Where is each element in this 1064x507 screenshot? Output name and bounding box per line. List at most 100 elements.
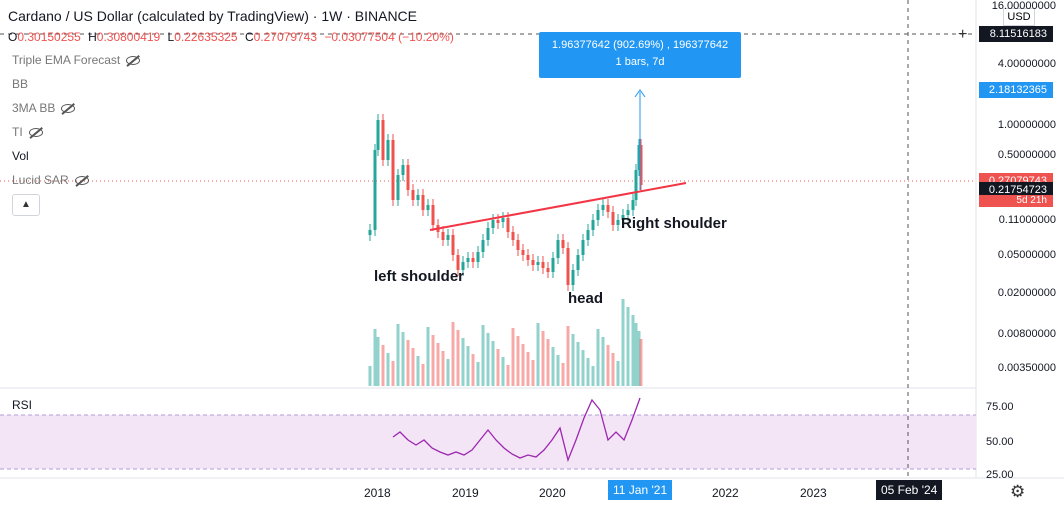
countdown-tag: 5d 21h xyxy=(979,195,1053,207)
candle-body xyxy=(526,255,530,260)
candle-body xyxy=(606,205,610,212)
candle-body xyxy=(626,210,630,215)
annotation-head[interactable]: head xyxy=(568,290,604,307)
volume-bar xyxy=(591,366,595,386)
neckline-trendline[interactable] xyxy=(429,182,687,231)
volume-bar xyxy=(611,353,615,386)
volume-bar xyxy=(446,359,450,386)
candle-body xyxy=(616,220,620,225)
candle-body xyxy=(634,170,638,200)
candle-body xyxy=(551,258,555,272)
candle-body xyxy=(486,228,490,240)
indicator-lucid-sar[interactable]: Lucid SAR xyxy=(12,173,89,187)
volume-bar xyxy=(373,329,377,386)
volume-bar xyxy=(526,352,530,386)
candle-body xyxy=(561,240,565,248)
price-axis-label: 0.50000000 xyxy=(997,149,1056,161)
volume-bar xyxy=(456,330,460,386)
candle-body xyxy=(466,258,470,262)
candle-body xyxy=(381,120,385,160)
volume-bar xyxy=(426,327,430,386)
candle-body xyxy=(426,205,430,210)
candle-body xyxy=(496,220,500,223)
eye-off-icon[interactable] xyxy=(126,55,141,66)
chart-title: Cardano / US Dollar (calculated by Tradi… xyxy=(8,8,418,24)
rsi-axis-label: 25.00 xyxy=(986,469,1014,481)
candle-body xyxy=(373,150,377,230)
price-axis-label: 16.00000000 xyxy=(991,0,1056,12)
candle-body xyxy=(441,232,445,240)
eye-off-icon[interactable] xyxy=(28,127,43,138)
candle-body xyxy=(416,195,420,200)
volume-bar xyxy=(606,345,610,386)
price-axis-label: 1.00000000 xyxy=(997,119,1056,131)
volume-bar xyxy=(586,358,590,386)
candle-body xyxy=(456,255,460,270)
volume-bar xyxy=(471,354,475,386)
indicator-bb[interactable]: BB xyxy=(12,77,29,91)
annotation-left-shoulder[interactable]: left shoulder xyxy=(374,268,465,285)
cursor-time-tag: 11 Jan '21 xyxy=(608,480,673,500)
volume-bar xyxy=(368,366,372,386)
candle-body xyxy=(471,258,475,262)
volume-bar xyxy=(401,332,405,386)
volume-bar xyxy=(466,346,470,386)
volume-bar xyxy=(511,328,515,386)
candle-body xyxy=(406,165,410,190)
indicator-triple-ema[interactable]: Triple EMA Forecast xyxy=(12,53,141,67)
volume-bar xyxy=(386,353,390,386)
price-axis-label: 0.00800000 xyxy=(997,328,1056,340)
time-axis-label: 2019 xyxy=(452,486,479,500)
gear-icon[interactable]: ⚙ xyxy=(1010,482,1026,501)
volume-bar xyxy=(491,341,495,386)
rsi-axis-label: 75.00 xyxy=(986,401,1014,413)
volume-bar xyxy=(546,339,550,386)
rsi-band xyxy=(0,415,976,469)
open-value: 0.30150255 xyxy=(17,30,81,44)
volume-bar xyxy=(411,348,415,386)
currency-badge[interactable]: USD xyxy=(1003,8,1035,26)
candle-body xyxy=(491,220,495,228)
collapse-legend-button[interactable]: ▲ xyxy=(12,194,40,216)
candle-body xyxy=(571,270,575,285)
volume-bar xyxy=(616,361,620,386)
low-value: 0.22635325 xyxy=(174,30,238,44)
indicator-ti[interactable]: TI xyxy=(12,125,43,139)
volume-bar xyxy=(581,350,585,386)
volume-bar xyxy=(476,362,480,386)
candle-body xyxy=(576,255,580,270)
candle-body xyxy=(586,230,590,240)
candle-body xyxy=(611,212,615,225)
candle-body xyxy=(411,190,415,200)
eye-off-icon[interactable] xyxy=(61,103,76,114)
indicator-3ma-bb[interactable]: 3MA BB xyxy=(12,101,76,115)
volume-bar xyxy=(516,336,520,386)
candle-body xyxy=(401,165,405,175)
volume-bar xyxy=(596,329,600,386)
volume-bar xyxy=(496,349,500,386)
volume-bar xyxy=(637,331,641,386)
close-value: 0.27079743 xyxy=(253,30,318,44)
volume-bar xyxy=(531,360,535,386)
candle-body xyxy=(521,250,525,255)
candle-body xyxy=(501,218,505,222)
eye-off-icon[interactable] xyxy=(74,175,89,186)
volume-bar xyxy=(421,364,425,386)
candle-body xyxy=(566,248,570,285)
volume-bar xyxy=(501,357,505,386)
volume-bar xyxy=(601,337,605,386)
candle-body xyxy=(637,145,641,170)
candle-body xyxy=(516,240,520,250)
candle-body xyxy=(621,215,625,220)
annotation-right-shoulder[interactable]: Right shoulder xyxy=(621,215,727,232)
volume-bar xyxy=(536,323,540,386)
volume-bar xyxy=(406,340,410,386)
volume-bar xyxy=(556,355,560,386)
volume-bar xyxy=(391,361,395,386)
change-value: −0.03077504 (−10.20%) xyxy=(324,30,454,44)
indicator-vol[interactable]: Vol xyxy=(12,149,29,163)
volume-bar xyxy=(436,343,440,386)
volume-bar xyxy=(441,351,445,386)
plus-icon[interactable]: + xyxy=(958,26,968,43)
